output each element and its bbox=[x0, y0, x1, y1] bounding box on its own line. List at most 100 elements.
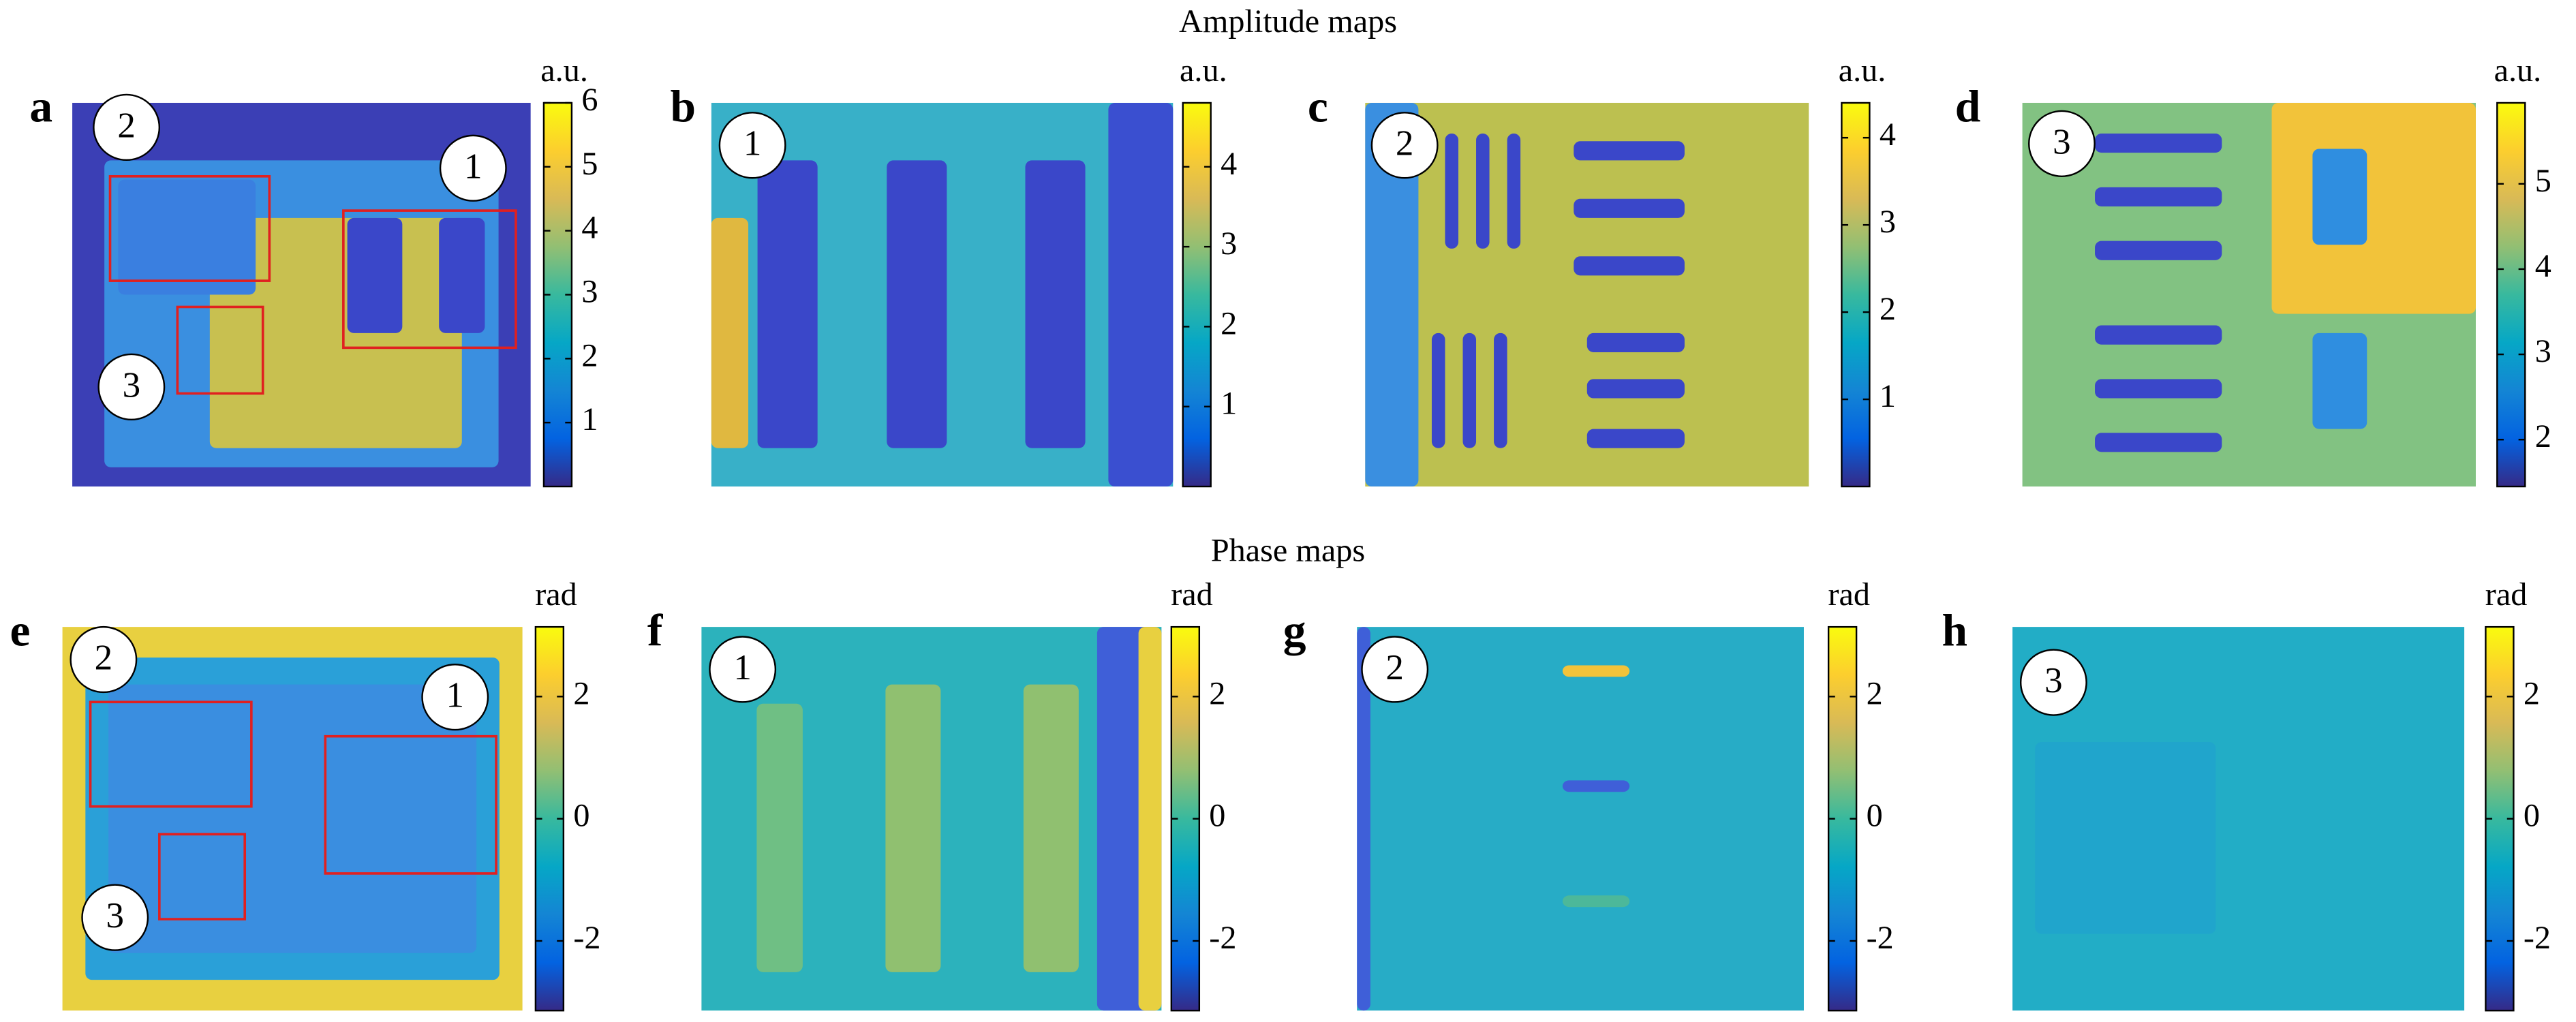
marker-circle bbox=[81, 884, 149, 951]
colorbar-label: rad bbox=[535, 576, 577, 613]
colorbar-tick-label: 5 bbox=[2535, 163, 2551, 199]
panel-label: d bbox=[1955, 81, 1981, 132]
roi-box bbox=[108, 174, 271, 282]
colorbar bbox=[2496, 102, 2526, 488]
colorbar-tick-label: 2 bbox=[581, 337, 598, 373]
image-feature bbox=[1586, 332, 1685, 352]
colorbar bbox=[1841, 102, 1871, 488]
colorbar-tick-label: -2 bbox=[573, 920, 600, 956]
marker-circle bbox=[2019, 649, 2087, 716]
colorbar-label: a.u. bbox=[2494, 52, 2542, 89]
image-feature bbox=[1357, 627, 1370, 1011]
image-feature bbox=[2095, 325, 2222, 345]
marker-label: 1 bbox=[733, 648, 752, 687]
colorbar-tick-label: 2 bbox=[2524, 675, 2540, 711]
image-feature bbox=[885, 684, 941, 972]
marker-circle bbox=[1370, 112, 1439, 179]
row-title: Amplitude maps bbox=[1179, 3, 1397, 40]
colorbar-tick-label: 4 bbox=[2535, 248, 2551, 284]
image-feature bbox=[1586, 429, 1685, 448]
panel-label: b bbox=[671, 81, 696, 132]
colorbar bbox=[1182, 102, 1212, 488]
panel-label: g bbox=[1283, 605, 1306, 656]
panel-label: f bbox=[647, 605, 664, 656]
image-feature bbox=[2312, 149, 2367, 245]
image-feature bbox=[1445, 134, 1458, 249]
marker-label: 3 bbox=[123, 366, 141, 405]
colorbar-tick-label: 4 bbox=[581, 210, 598, 246]
colorbar-tick-label: 6 bbox=[581, 82, 598, 118]
image-feature bbox=[1108, 102, 1174, 487]
colorbar-label: a.u. bbox=[540, 52, 588, 89]
marker-circle bbox=[421, 664, 489, 731]
colorbar-tick-label: 2 bbox=[2535, 418, 2551, 454]
image-feature bbox=[2095, 241, 2222, 260]
marker-label: 2 bbox=[95, 638, 113, 678]
marker-circle bbox=[718, 112, 786, 179]
colorbar-tick-label: 2 bbox=[1221, 306, 1237, 342]
roi-box bbox=[324, 734, 497, 875]
image-feature bbox=[1562, 665, 1630, 677]
marker-label: 2 bbox=[117, 106, 136, 146]
image-feature bbox=[1562, 895, 1630, 908]
image-feature bbox=[1025, 160, 1086, 448]
image-feature bbox=[1462, 332, 1477, 448]
marker-label: 3 bbox=[2044, 661, 2063, 700]
image-feature bbox=[1476, 134, 1490, 249]
image-feature bbox=[2312, 332, 2367, 429]
colorbar-tick-label: 0 bbox=[1209, 798, 1225, 834]
image-feature bbox=[347, 217, 403, 333]
colorbar-label: rad bbox=[2485, 576, 2528, 613]
marker-label: 2 bbox=[1385, 648, 1404, 687]
colorbar-tick-label: 2 bbox=[1867, 675, 1883, 711]
image-feature bbox=[1494, 332, 1507, 448]
colorbar-label: a.u. bbox=[1839, 52, 1886, 89]
marker-label: 1 bbox=[743, 124, 762, 164]
marker-circle bbox=[1361, 636, 1429, 703]
row-title: Phase maps bbox=[1211, 532, 1365, 568]
image-feature bbox=[1574, 141, 1685, 161]
image-feature bbox=[439, 217, 485, 333]
colorbar-tick-label: 1 bbox=[581, 401, 598, 437]
colorbar-label: rad bbox=[1828, 576, 1870, 613]
image-feature bbox=[1023, 684, 1079, 972]
colorbar-tick-label: 1 bbox=[1221, 386, 1237, 422]
colorbar-tick-label: -2 bbox=[2524, 920, 2551, 956]
image-feature bbox=[2095, 187, 2222, 206]
image-feature bbox=[756, 703, 803, 972]
colorbar-tick-label: 4 bbox=[1221, 146, 1237, 182]
colorbar-tick-label: 0 bbox=[2524, 798, 2540, 834]
colorbar-tick-label: -2 bbox=[1867, 920, 1894, 956]
image-feature bbox=[2095, 433, 2222, 452]
colorbar-tick-label: 1 bbox=[1880, 378, 1896, 414]
image-feature bbox=[757, 160, 818, 448]
marker-circle bbox=[93, 93, 161, 161]
image-feature bbox=[1365, 102, 1419, 487]
image-feature bbox=[887, 160, 947, 448]
image-feature bbox=[1574, 256, 1685, 276]
image-feature bbox=[1586, 379, 1685, 399]
marker-label: 3 bbox=[106, 896, 124, 935]
marker-circle bbox=[70, 625, 138, 694]
panel-label: e bbox=[10, 605, 30, 656]
colorbar-tick-label: 3 bbox=[1880, 204, 1896, 240]
colorbar-tick-label: 2 bbox=[1880, 291, 1896, 327]
roi-box bbox=[158, 833, 247, 920]
colorbar-tick-label: 3 bbox=[581, 274, 598, 310]
colorbar-tick-label: 3 bbox=[1221, 226, 1237, 262]
marker-label: 1 bbox=[446, 676, 465, 715]
image-feature bbox=[2271, 102, 2476, 314]
marker-label: 1 bbox=[464, 146, 482, 186]
image-feature bbox=[1138, 627, 1162, 1011]
image-feature bbox=[2035, 742, 2216, 934]
image-feature bbox=[1574, 198, 1685, 218]
image-feature bbox=[118, 179, 256, 295]
colorbar-tick-label: 2 bbox=[1209, 675, 1225, 711]
colorbar-tick-label: 5 bbox=[581, 146, 598, 182]
marker-circle bbox=[2028, 110, 2096, 177]
colorbar-label: rad bbox=[1171, 576, 1213, 613]
image-map bbox=[1357, 627, 1804, 1011]
roi-box bbox=[342, 209, 517, 350]
image-feature bbox=[1431, 332, 1445, 448]
